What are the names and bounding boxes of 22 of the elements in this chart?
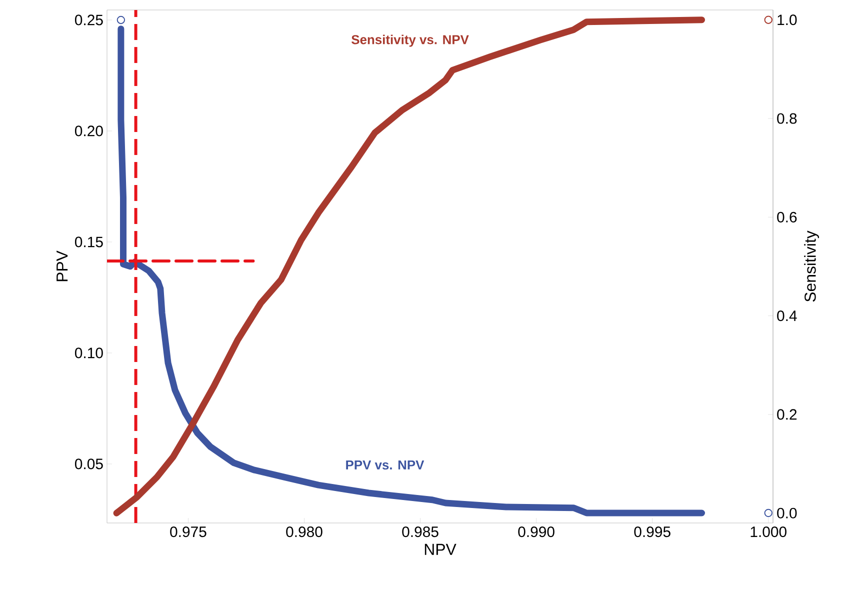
- y2-tick-label: 0.8: [777, 113, 797, 124]
- y-tick-label: 0.05: [74, 458, 103, 470]
- y2-tick-label: 1.0: [778, 14, 797, 26]
- y-tick-label: 0.10: [74, 348, 103, 358]
- x-tick-label: 0.975: [170, 526, 206, 538]
- y2-tick-label: 0.2: [777, 409, 797, 420]
- x-tick-label: 0.980: [286, 526, 322, 538]
- y-tick-label: 0.25: [74, 14, 103, 26]
- series-label: Sensitivity vs. NPV: [352, 34, 469, 47]
- x-axis-title: NPV: [424, 544, 456, 555]
- x-tick-label: 0.990: [518, 526, 554, 538]
- x-tick-label: 0.995: [634, 526, 670, 538]
- y-tick-label: 0.20: [74, 126, 103, 136]
- y2-tick-label: 0.0: [777, 508, 797, 518]
- y2-axis-title: Sensitivity: [804, 230, 820, 302]
- x-tick-label: 0.985: [402, 526, 438, 538]
- y-tick-label: 0.15: [74, 236, 103, 248]
- y2-tick-label: 0.6: [777, 212, 797, 222]
- y2-tick-label: 0.4: [777, 310, 797, 322]
- x-tick-label: 1.000: [750, 526, 786, 538]
- y-axis-title: PPV: [56, 250, 68, 282]
- series-label: PPV vs. NPV: [346, 460, 424, 470]
